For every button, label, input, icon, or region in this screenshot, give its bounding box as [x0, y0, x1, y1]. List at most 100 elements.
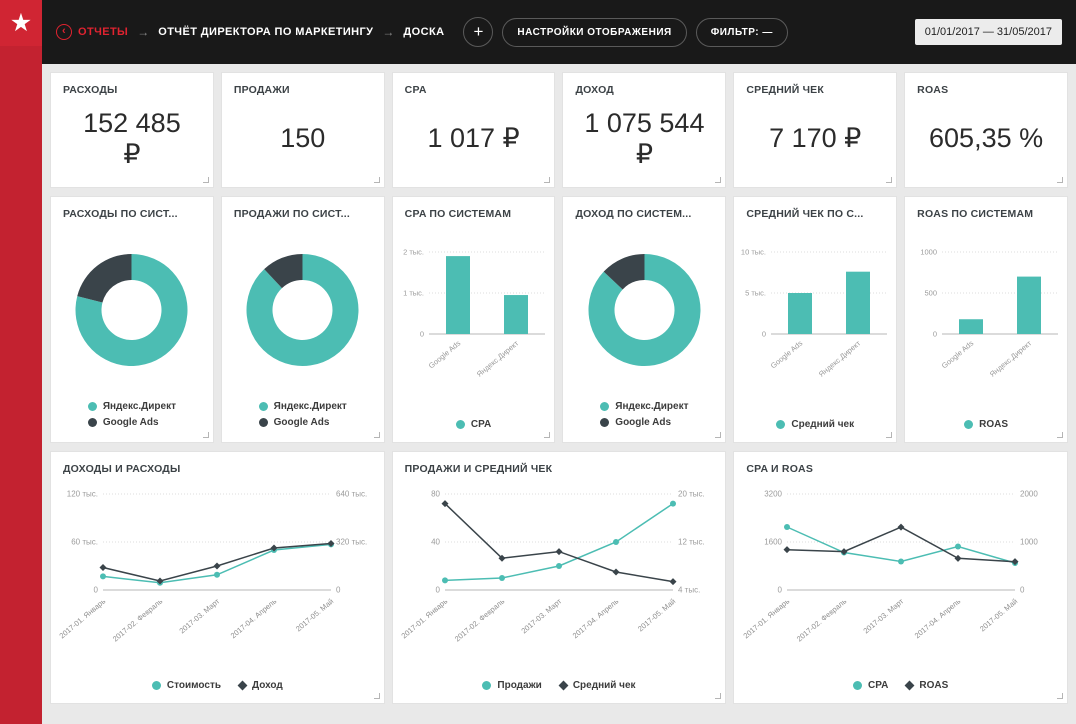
legend-item[interactable]: Яндекс.Директ [600, 401, 689, 412]
breadcrumb-reports-link[interactable]: ‹ ОТЧЕТЫ [56, 24, 128, 40]
kpi-card-revenue: ДОХОД 1 075 544 ₽ [562, 72, 727, 188]
star-icon: ★ [9, 9, 33, 37]
chart-legend: CPA ROAS [734, 676, 1067, 703]
svg-text:0: 0 [762, 330, 766, 339]
legend-label: Google Ads [615, 417, 672, 428]
kpi-title: СРЕДНИЙ ЧЕК [746, 84, 824, 96]
svg-text:2017-04. Апрель: 2017-04. Апрель [912, 597, 962, 641]
chart-title: ДОХОД ПО СИСТЕМ... [575, 208, 692, 220]
kpi-value: 150 [280, 123, 326, 154]
legend-dot [964, 420, 974, 429]
legend-diamond [558, 680, 569, 691]
resize-handle[interactable] [373, 177, 380, 183]
svg-text:Яндекс.Директ: Яндекс.Директ [475, 338, 521, 379]
legend-item[interactable]: Продажи [482, 680, 542, 691]
legend-item[interactable]: Google Ads [258, 417, 329, 428]
legend-item[interactable]: Средний чек [558, 680, 636, 691]
bar-chart: 0 500 1000 Google Ads Яндекс.Директ [920, 248, 1058, 379]
resize-handle[interactable] [1056, 177, 1063, 183]
legend-label: Стоимость [166, 680, 221, 691]
resize-handle[interactable] [544, 432, 551, 438]
chart-title: CPA ПО СИСТЕМАМ [404, 208, 512, 220]
resize-handle[interactable] [886, 177, 893, 183]
chart-title: ПРОДАЖИ ПО СИСТ... [233, 208, 350, 220]
legend-item[interactable]: Яндекс.Директ [258, 401, 347, 412]
kpi-value: 1 017 ₽ [427, 123, 520, 154]
legend-dot [600, 418, 610, 427]
legend-dot [776, 420, 786, 429]
add-widget-button[interactable]: + [463, 17, 494, 47]
line-chart: 0 1600 3200 0 1000 2000 2017-01. Январь 2017-02… [741, 490, 1038, 644]
resize-handle[interactable] [373, 693, 380, 699]
svg-text:5 тыс.: 5 тыс. [745, 289, 766, 298]
bar-chart: 0 5 тыс. 10 тыс. Google Ads Яндекс.Директ [741, 248, 887, 379]
chart-card-sales-by-system: ПРОДАЖИ ПО СИСТ... Яндекс.Директ Google … [220, 196, 385, 443]
legend-item[interactable]: Google Ads [600, 417, 671, 428]
system-charts-row: РАСХОДЫ ПО СИСТ... Яндекс.Директ Google … [50, 196, 1068, 443]
kpi-card-roas: ROAS 605,35 % [904, 72, 1068, 188]
display-settings-button[interactable]: НАСТРОЙКИ ОТОБРАЖЕНИЯ [502, 17, 687, 47]
donut-chart [246, 254, 359, 366]
date-range-picker[interactable]: 01/01/2017 — 31/05/2017 [914, 19, 1062, 45]
kpi-card-expenses: РАСХОДЫ 152 485 ₽ [50, 72, 214, 188]
svg-text:1000: 1000 [920, 248, 937, 257]
svg-text:2 тыс.: 2 тыс. [403, 248, 424, 257]
kpi-value: 7 170 ₽ [769, 123, 862, 154]
legend-item[interactable]: CPA [455, 419, 491, 430]
legend-item[interactable]: Средний чек [776, 419, 854, 430]
app-logo[interactable]: ★ [0, 0, 42, 46]
svg-text:2017-03. Март: 2017-03. Март [519, 596, 563, 635]
svg-text:10 тыс.: 10 тыс. [741, 248, 766, 257]
chart-title: ДОХОДЫ И РАСХОДЫ [63, 463, 181, 475]
legend-item[interactable]: ROAS [964, 419, 1008, 430]
back-icon: ‹ [56, 24, 72, 40]
resize-handle[interactable] [715, 432, 722, 438]
svg-text:2017-01. Январь: 2017-01. Январь [400, 597, 450, 641]
trend-charts-row: ДОХОДЫ И РАСХОДЫ 0 60 тыс. 120 тыс. 0 320 ты… [50, 451, 1068, 704]
resize-handle[interactable] [1056, 432, 1063, 438]
svg-text:2017-03. Март: 2017-03. Март [178, 596, 222, 635]
kpi-title: РАСХОДЫ [63, 84, 118, 96]
chart-legend: Яндекс.Директ Google Ads [251, 397, 355, 442]
legend-item[interactable]: Google Ads [87, 417, 159, 428]
legend-dot [258, 418, 268, 427]
legend-item[interactable]: ROAS [904, 680, 948, 691]
svg-text:0: 0 [336, 586, 341, 595]
filter-button[interactable]: ФИЛЬТР: — [695, 17, 788, 47]
legend-label: CPA [868, 680, 889, 691]
top-header: ‹ ОТЧЕТЫ → ОТЧЁТ ДИРЕКТОРА ПО МАРКЕТИНГУ… [42, 0, 1076, 64]
donut-chart [588, 254, 701, 366]
resize-handle[interactable] [715, 177, 722, 183]
svg-text:4 тыс.: 4 тыс. [678, 586, 700, 595]
resize-handle[interactable] [1056, 693, 1063, 699]
kpi-value: 152 485 ₽ [83, 107, 181, 169]
chart-title: СРЕДНИЙ ЧЕК ПО С... [746, 208, 864, 220]
chart-legend: Яндекс.Директ Google Ads [592, 397, 696, 442]
breadcrumb-arrow-icon: → [137, 25, 150, 39]
svg-text:0: 0 [777, 586, 782, 595]
svg-text:2017-05. Май: 2017-05. Май [636, 597, 677, 634]
chart-legend: Продажи Средний чек [393, 676, 726, 703]
chart-card-sales-avg-check: ПРОДАЖИ И СРЕДНИЙ ЧЕК 0 40 80 4 тыс. 12 тыс.… [391, 451, 727, 704]
legend-dot [455, 420, 465, 429]
svg-text:2017-05. Май: 2017-05. Май [978, 597, 1019, 634]
resize-handle[interactable] [202, 177, 209, 183]
svg-text:1000: 1000 [1020, 538, 1038, 547]
legend-item[interactable]: Стоимость [151, 680, 221, 691]
legend-dot [853, 681, 863, 690]
chart-title: ПРОДАЖИ И СРЕДНИЙ ЧЕК [404, 463, 553, 475]
legend-item[interactable]: CPA [853, 680, 888, 691]
kpi-card-sales: ПРОДАЖИ 150 [220, 72, 385, 188]
breadcrumb-report-link[interactable]: ОТЧЁТ ДИРЕКТОРА ПО МАРКЕТИНГУ [158, 26, 374, 38]
svg-text:0: 0 [436, 586, 441, 595]
legend-item[interactable]: Яндекс.Директ [87, 401, 176, 412]
breadcrumb-board: ДОСКА [403, 26, 445, 38]
svg-text:12 тыс.: 12 тыс. [678, 538, 705, 547]
bar-chart: 0 1 тыс. 2 тыс. Google Ads Яндекс.Директ [403, 248, 546, 379]
resize-handle[interactable] [202, 432, 209, 438]
resize-handle[interactable] [886, 432, 893, 438]
resize-handle[interactable] [544, 177, 551, 183]
legend-item[interactable]: Доход [237, 680, 283, 691]
resize-handle[interactable] [715, 693, 722, 699]
resize-handle[interactable] [373, 432, 380, 438]
